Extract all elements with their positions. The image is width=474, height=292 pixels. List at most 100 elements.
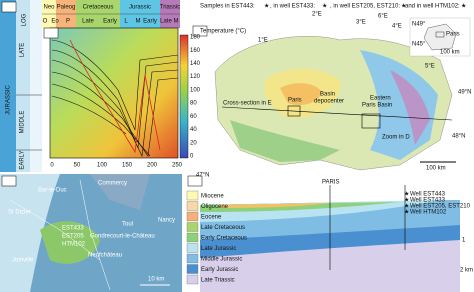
label: Paris [446,32,460,38]
label: 100 [97,163,108,169]
label: 20 [190,140,197,146]
label: 120 [190,74,201,80]
label: Late Jurassic [201,246,236,252]
label: 150 [122,163,133,169]
label: and in well HTM102: [405,4,460,10]
label: Late [160,19,172,25]
label: 40 [190,127,197,133]
log-panel [0,0,42,172]
star: ★ [404,209,409,216]
label: St Dizier [8,210,31,216]
label: 60 [190,114,197,120]
legend-swatch [186,211,199,222]
label: 100 km [426,166,446,172]
legend-swatch [186,232,199,243]
label: O [43,19,48,25]
label: Paris Basin [362,103,392,109]
label: Early Cretaceous [201,236,247,242]
label: 3°E [356,20,366,26]
label: Eocene [201,215,222,221]
label: 160 [190,48,201,54]
label: Neufchâteau [88,253,122,259]
label: Cross-section in E [223,101,272,107]
label: Late Cretaceous [201,225,245,231]
label: L [124,19,128,25]
label: Basin [320,92,335,98]
legend-swatch [186,274,199,285]
star: ★ [461,3,466,10]
label: Nancy [158,218,175,224]
label: N45° [412,42,426,48]
burial-panel [42,0,189,159]
label: 2 km [460,268,473,274]
label: 48°N [452,134,465,140]
label: 180 [190,35,201,41]
label: M [174,19,179,25]
star: ★ [404,203,409,210]
label: 0 [50,163,54,169]
label: Bar-le-Duc [38,188,67,194]
label: Oligocene [201,204,229,210]
label: Samples in EST443: [200,4,255,10]
label: P [66,19,70,25]
star: ★ [404,191,409,198]
label: 6°E [378,14,388,20]
label: Paris [288,98,302,104]
label: Late Triassic [201,278,235,284]
label: EST433 [62,226,84,232]
label: EST205 [62,234,84,240]
label: 4°E [392,24,402,30]
label: EARLY [20,150,26,169]
label: Well EST433 [410,198,446,204]
legend-swatch [186,201,199,211]
label: Paleog [57,5,76,11]
label: 100 km [440,50,460,56]
legend-swatch [186,253,199,264]
label: M [136,19,141,25]
label: 0 [190,154,194,160]
label: Well EST443 [410,192,446,198]
label: Well HTM102 [410,210,447,216]
label: 100 [190,87,201,93]
label: Late [82,19,94,25]
zoom-panel [0,174,182,292]
label: 2°E [312,12,322,18]
label: Joinville [12,258,34,264]
label: 200 [147,163,158,169]
label: Toul [122,222,133,228]
label: Triassic [160,5,180,11]
label: HTM102 [62,242,86,248]
label: Neo [43,5,55,11]
map-panel [192,17,471,171]
section-panel [185,174,474,292]
label: Cretaceous [83,5,114,11]
label: Commercy [98,181,127,187]
star: ★ [264,3,269,10]
label: Miocene [201,194,224,200]
label: 10 km [148,277,164,283]
label: 5°E [425,64,435,70]
label: 140 [190,61,201,67]
label: N49° [412,22,426,28]
label: 1°E [258,38,268,44]
label: Eastern [370,96,391,102]
label: , in well EST433: [270,4,315,10]
label: Jurassic [129,5,151,11]
label: PARIS [322,180,340,186]
label: 250 [172,163,183,169]
label: LATE [20,43,26,58]
label: Early [143,19,157,25]
star: ★ [401,3,406,10]
label: 1 [462,238,466,244]
legend-swatch [186,190,199,201]
label: 50 [74,163,81,169]
label: Zoom in D [382,135,410,141]
legend-swatch [186,243,199,253]
label: depocenter [314,99,344,105]
label: Well EST205, EST210 [410,204,471,210]
label: 49°N [458,90,471,96]
label: Early Jurassic [201,267,238,273]
label: Middle Jurassic [201,257,242,263]
label: 47°N [196,173,209,179]
